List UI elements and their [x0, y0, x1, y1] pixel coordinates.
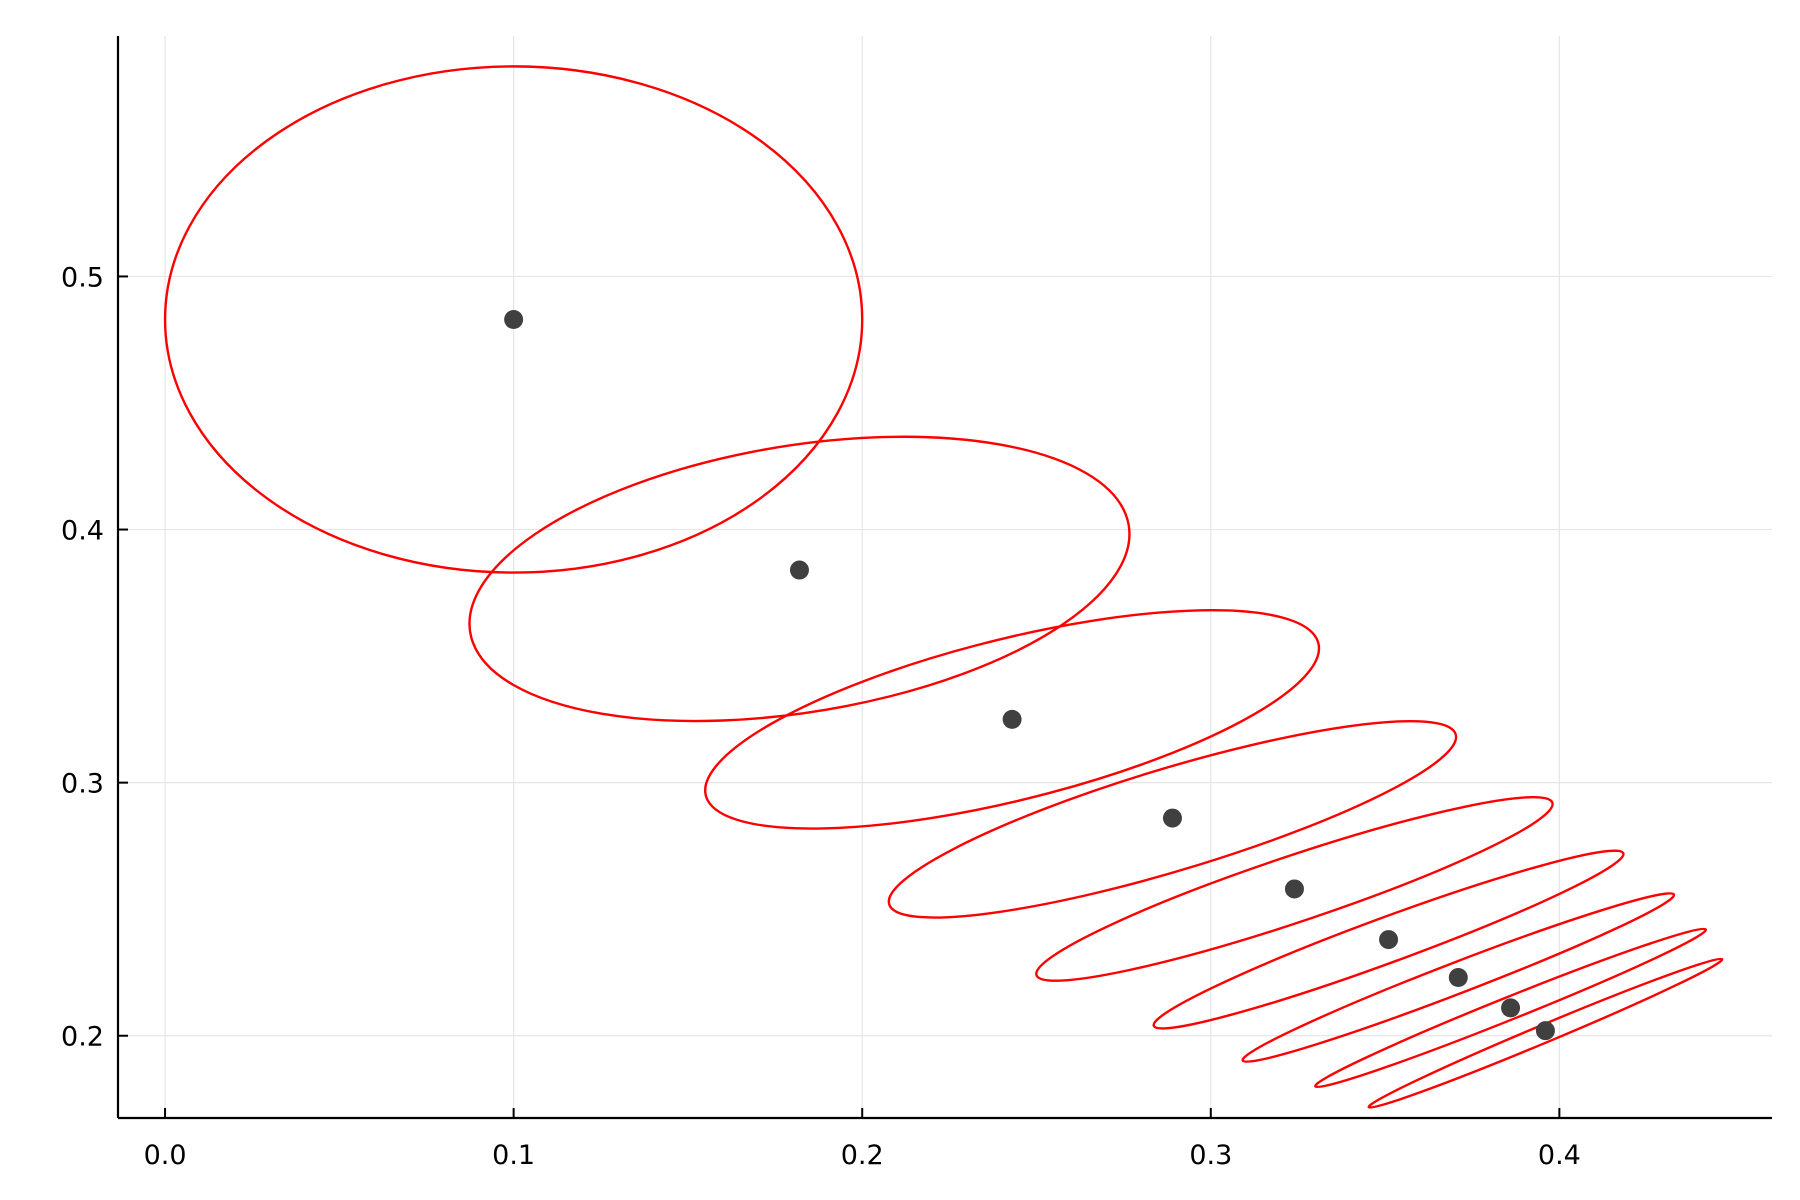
x-tick-label: 0.4: [1538, 1140, 1581, 1171]
data-points: [504, 309, 1555, 1041]
y-tick-label: 0.4: [61, 516, 104, 547]
confidence-ellipse-7: [1233, 881, 1683, 1073]
confidence-ellipse-2: [426, 388, 1173, 769]
x-tick-label: 0.0: [144, 1140, 187, 1171]
confidence-ellipse-8: [1308, 920, 1712, 1096]
confidence-ellipse-3: [671, 565, 1354, 873]
x-tick-label: 0.1: [492, 1140, 535, 1171]
confidence-ellipse-4: [864, 687, 1482, 952]
confidence-ellipse-1: [165, 66, 862, 572]
data-point-5: [1284, 879, 1304, 899]
data-point-4: [1162, 808, 1182, 828]
x-tick-label: 0.3: [1189, 1140, 1232, 1171]
x-tick-labels: 0.0 0.1 0.2 0.3 0.4: [144, 1140, 1581, 1171]
y-tick-label: 0.3: [61, 769, 104, 800]
data-point-8: [1501, 998, 1521, 1018]
data-point-3: [1002, 709, 1022, 729]
x-tick-label: 0.2: [841, 1140, 884, 1171]
confidence-ellipse-6: [1141, 834, 1637, 1046]
axes: [116, 36, 1772, 1120]
confidence-ellipses: [165, 66, 1728, 1114]
data-point-7: [1448, 968, 1468, 988]
data-point-2: [789, 560, 809, 580]
grid: [118, 36, 1772, 1118]
data-point-1: [504, 309, 524, 329]
y-tick-label: 0.2: [61, 1022, 104, 1053]
data-point-6: [1379, 930, 1399, 950]
confidence-ellipse-5: [1019, 773, 1571, 1005]
data-point-9: [1535, 1021, 1555, 1041]
y-tick-label: 0.5: [61, 262, 104, 293]
y-tick-labels: 0.2 0.3 0.4 0.5: [61, 262, 104, 1052]
